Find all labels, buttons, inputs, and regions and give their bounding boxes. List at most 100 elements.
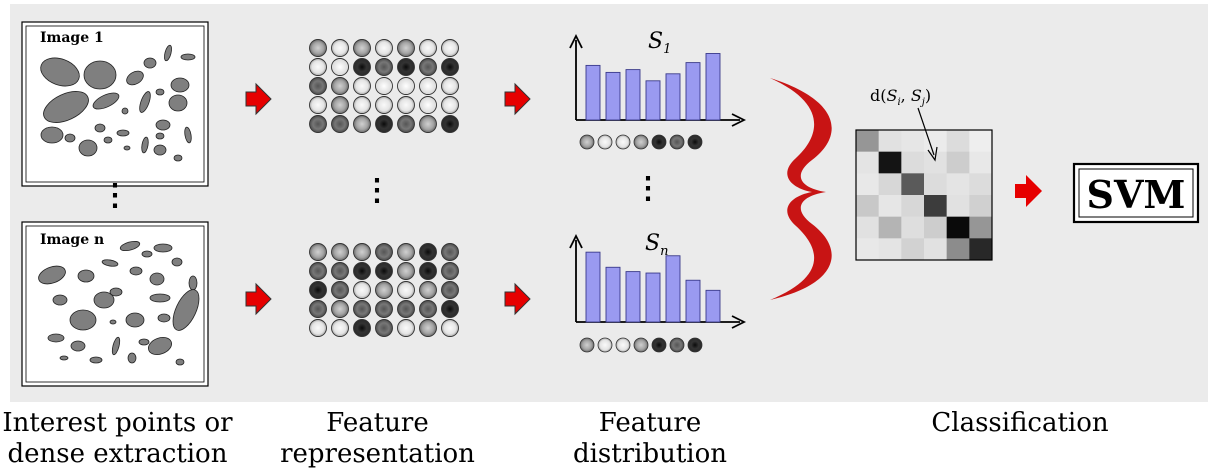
matrix-cell [969, 173, 993, 196]
axis-arrow-icon [569, 33, 583, 49]
svm-label: SVM [1087, 172, 1186, 217]
axis-arrow-icon [731, 315, 747, 329]
feature-cell [441, 96, 459, 114]
feature-cell [397, 96, 415, 114]
matrix-cell [878, 173, 902, 196]
feature-cell [331, 262, 349, 280]
feature-cell [309, 281, 327, 299]
matrix-cell [856, 151, 879, 174]
histogram-bar [625, 69, 641, 121]
feature-cell [309, 96, 327, 114]
matrix-cell [856, 216, 879, 239]
histogram-n: Sn [569, 231, 747, 353]
matrix-cell [924, 195, 947, 217]
feature-cell [375, 243, 393, 261]
feature-grid-1 [309, 39, 459, 133]
caption-interest-points: Interest points or dense extraction [2, 408, 233, 469]
histogram-n-bars [585, 251, 721, 323]
caption-classification: Classification [931, 408, 1109, 438]
feature-cell [331, 243, 349, 261]
feature-cell [309, 262, 327, 280]
feature-cell [397, 243, 415, 261]
ellipsis-histograms: ⋮ [633, 171, 663, 206]
histogram-1-bars [585, 53, 721, 121]
feature-cell [419, 319, 437, 337]
ellipsis-images: ⋮ [100, 178, 130, 213]
feature-cell [309, 58, 327, 76]
matrix-cell [969, 151, 993, 174]
histogram-bar [585, 251, 601, 323]
matrix-cell [969, 216, 993, 239]
red-arrow-icon-group [245, 82, 1042, 316]
codebook-cell [579, 134, 595, 150]
matrix-cell [946, 173, 970, 196]
ellipsis-features: ⋮ [362, 173, 392, 208]
feature-cell [353, 96, 371, 114]
matrix-cell [969, 195, 993, 217]
feature-cell [419, 58, 437, 76]
matrix-cell [946, 216, 970, 239]
histogram-bar [645, 80, 661, 121]
image-1-label: Image 1 [40, 30, 104, 46]
feature-cell [441, 115, 459, 133]
matrix-border [855, 129, 993, 261]
matrix-cell [878, 195, 902, 217]
histogram-n-label: Sn [645, 231, 668, 259]
red-arrow-icon [1015, 175, 1042, 207]
red-arrow-icon [504, 282, 531, 316]
red-arrow-icon [245, 282, 272, 316]
feature-cell [309, 300, 327, 318]
histogram-bar [585, 64, 601, 121]
codebook-cell [633, 134, 649, 150]
matrix-cell [946, 151, 970, 174]
matrix-cell [878, 238, 902, 261]
histogram-bar [705, 53, 721, 121]
feature-cell [331, 319, 349, 337]
matrix-cell [856, 238, 879, 261]
feature-cell [397, 115, 415, 133]
histogram-bar [625, 271, 641, 323]
red-arrow-icon [504, 82, 531, 116]
caption-feature-distribution: Feature distribution [572, 408, 728, 469]
feature-cell [353, 77, 371, 95]
histogram-bar [685, 62, 701, 121]
feature-cell [419, 115, 437, 133]
feature-cell [397, 300, 415, 318]
image-1-blobs [40, 44, 196, 162]
matrix-cell [856, 195, 879, 217]
codebook-cell [687, 134, 703, 150]
svm-box: SVM [1072, 162, 1200, 224]
distance-label: d(Si, Sj) [870, 86, 931, 108]
codebook-cell [651, 134, 667, 150]
codebook-cell [669, 337, 685, 353]
feature-cell [331, 39, 349, 57]
matrix-cell [969, 238, 993, 261]
histogram-bar [605, 266, 621, 323]
feature-cell [375, 77, 393, 95]
axis-arrow-icon [569, 233, 583, 249]
histogram-1-label: S1 [648, 29, 671, 57]
feature-cell [375, 39, 393, 57]
histogram-1: S1 [569, 29, 747, 150]
feature-cell [397, 319, 415, 337]
histogram-bar [665, 255, 681, 323]
feature-cell [397, 58, 415, 76]
feature-cell [309, 243, 327, 261]
codebook-row-1 [579, 134, 703, 150]
axis-arrow-icon [731, 113, 747, 127]
feature-cell [375, 115, 393, 133]
matrix-cell [924, 238, 947, 261]
feature-cell [419, 96, 437, 114]
feature-cell [331, 300, 349, 318]
feature-cell [419, 39, 437, 57]
matrix-cell [878, 151, 902, 174]
feature-cell [441, 58, 459, 76]
feature-cell [375, 58, 393, 76]
matrix-cell [924, 151, 947, 174]
feature-cell [331, 77, 349, 95]
matrix-cell [924, 173, 947, 196]
histogram-bar [605, 71, 621, 121]
image-n-box [21, 221, 209, 387]
image-n-panel: Image n [21, 221, 209, 387]
feature-cell [353, 300, 371, 318]
